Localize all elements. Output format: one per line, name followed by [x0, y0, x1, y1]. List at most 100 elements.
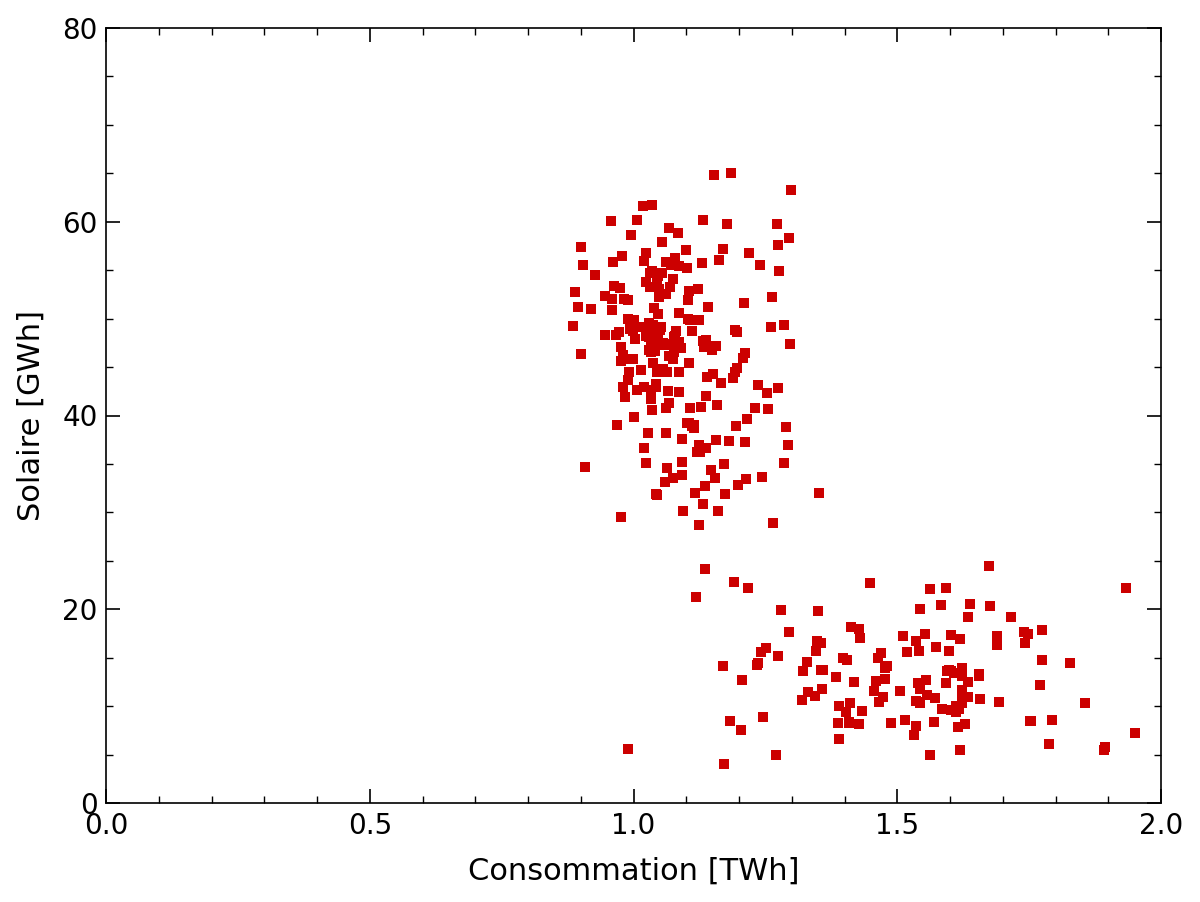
Point [648, 328, 667, 343]
Point [971, 692, 990, 706]
Point [772, 603, 791, 617]
Point [961, 596, 980, 611]
Point [731, 723, 750, 737]
Point [647, 377, 666, 391]
Point [659, 384, 678, 399]
Point [680, 401, 700, 416]
Point [851, 630, 870, 645]
Point [665, 339, 684, 354]
Point [677, 416, 696, 430]
Point [714, 658, 733, 673]
Point [602, 291, 622, 306]
Point [685, 421, 704, 436]
Point [582, 301, 601, 316]
Point [616, 390, 635, 404]
Point [695, 562, 714, 576]
Point [949, 702, 968, 716]
Point [595, 290, 614, 304]
Point [618, 373, 637, 388]
Point [713, 242, 732, 256]
Point [737, 412, 756, 427]
Point [720, 713, 739, 728]
Point [636, 328, 655, 343]
Point [656, 401, 676, 416]
Point [622, 352, 641, 366]
Point [624, 352, 643, 366]
Point [840, 716, 859, 731]
Point [613, 348, 632, 363]
Point [660, 349, 679, 364]
Point [734, 296, 754, 310]
Point [641, 266, 660, 281]
Point [768, 381, 787, 395]
Point [673, 504, 692, 519]
Point [728, 361, 748, 375]
Point [664, 470, 683, 484]
Point [611, 354, 630, 368]
Point [955, 716, 974, 731]
Point [953, 669, 972, 684]
Point [635, 440, 654, 455]
Point [805, 689, 824, 704]
Point [833, 650, 852, 665]
Point [763, 516, 782, 530]
Point [662, 258, 682, 272]
Point [812, 682, 832, 696]
Point [1019, 627, 1038, 641]
Point [666, 329, 685, 344]
Point [829, 732, 848, 746]
Point [806, 644, 826, 658]
Point [611, 510, 630, 524]
Point [642, 382, 661, 397]
Point [656, 426, 676, 440]
Point [1033, 653, 1052, 667]
Point [670, 259, 689, 273]
Point [697, 370, 716, 384]
Point [848, 717, 868, 732]
Point [952, 696, 971, 711]
Point [641, 336, 660, 351]
Point [659, 221, 678, 235]
Point [917, 673, 936, 687]
Point [958, 610, 977, 624]
Point [768, 217, 787, 232]
Point [648, 488, 667, 502]
Point [841, 620, 860, 634]
Point [620, 322, 640, 336]
Point [809, 485, 828, 500]
Point [636, 246, 655, 261]
Point [811, 636, 830, 650]
Point [750, 258, 769, 272]
Point [727, 419, 746, 433]
Point [910, 682, 929, 696]
Point [725, 323, 744, 337]
Point [910, 602, 929, 616]
Point [926, 640, 946, 654]
Point [571, 347, 590, 362]
Point [658, 461, 677, 475]
Point [866, 674, 886, 688]
Point [646, 344, 665, 358]
Point [640, 317, 659, 331]
Point [980, 599, 1000, 613]
Point [649, 281, 668, 296]
Point [726, 365, 745, 380]
Point [736, 345, 755, 360]
Point [906, 633, 925, 648]
Point [595, 327, 614, 342]
Point [694, 497, 713, 511]
Point [688, 445, 707, 459]
Point [618, 741, 637, 756]
Point [647, 365, 666, 380]
Point [634, 253, 653, 268]
Point [673, 432, 692, 446]
Point [728, 478, 748, 492]
Point [931, 598, 950, 612]
Point [706, 471, 725, 485]
Point [607, 418, 626, 432]
Point [668, 226, 688, 240]
Point [612, 340, 631, 354]
Point [646, 328, 665, 343]
Point [736, 472, 755, 486]
Point [619, 364, 638, 379]
